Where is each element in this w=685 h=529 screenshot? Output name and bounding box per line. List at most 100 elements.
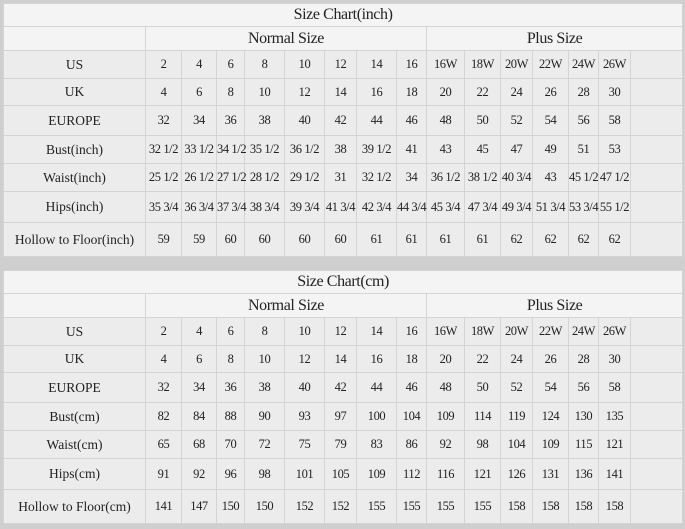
size-cell: 45 1/2 bbox=[568, 163, 599, 192]
table-row: US 2 4 6 8 10 12 14 16 16W 18W 20W 22W 24W 26W bbox=[3, 317, 684, 346]
empty-header-cell bbox=[3, 293, 146, 318]
size-cell: 97 bbox=[324, 402, 357, 431]
size-cell: 33 1/2 bbox=[181, 135, 217, 164]
size-cell: 96 bbox=[216, 458, 245, 490]
size-cell: 53 3/4 bbox=[568, 191, 599, 223]
size-cell: 62 bbox=[532, 222, 569, 257]
plus-size-header: Plus Size bbox=[425, 293, 684, 318]
size-cell: 93 bbox=[284, 402, 325, 431]
size-chart-cm-table: Size Chart(cm) Normal Size Plus Size US 2 4 6 8… bbox=[2, 270, 684, 524]
size-cell: 44 3/4 bbox=[396, 191, 427, 223]
size-cell: 41 bbox=[396, 135, 427, 164]
table-row: Waist(inch) 25 1/2 26 1/2 27 1/2 28 1/2 29 1/… bbox=[3, 163, 684, 192]
size-cell: 70 bbox=[216, 430, 245, 459]
empty-cell bbox=[629, 489, 684, 524]
size-cell: 83 bbox=[356, 430, 397, 459]
size-cell: 37 3/4 bbox=[216, 191, 247, 223]
size-cell: 49 bbox=[532, 135, 569, 164]
size-cell: 24 bbox=[500, 78, 533, 106]
size-cell: 34 bbox=[181, 372, 217, 403]
size-cell: 98 bbox=[464, 430, 501, 459]
size-cell: 31 bbox=[324, 163, 357, 192]
size-cell: 72 bbox=[244, 430, 285, 459]
size-cell: 22W bbox=[532, 317, 569, 346]
size-cell: 126 bbox=[500, 458, 533, 490]
size-cell: 61 bbox=[464, 222, 501, 257]
size-cell: 16 bbox=[396, 50, 427, 79]
size-cell: 8 bbox=[216, 345, 245, 373]
size-cell: 47 1/2 bbox=[598, 163, 631, 192]
table-row: Hips(cm) 91 92 96 98 101 105 109 112 116 121 126 131… bbox=[3, 458, 684, 490]
size-cell: 10 bbox=[244, 78, 285, 106]
size-cell: 10 bbox=[244, 345, 285, 373]
size-cell: 28 bbox=[568, 345, 599, 373]
size-cell: 10 bbox=[284, 317, 325, 346]
size-cell: 100 bbox=[356, 402, 397, 431]
size-cell: 114 bbox=[464, 402, 501, 431]
size-cell: 20W bbox=[500, 317, 533, 346]
size-cell: 92 bbox=[181, 458, 217, 490]
size-cell: 38 bbox=[244, 105, 285, 136]
size-cell: 75 bbox=[284, 430, 325, 459]
size-cell: 24 bbox=[500, 345, 533, 373]
size-cell: 61 bbox=[396, 222, 427, 257]
size-cell: 50 bbox=[464, 372, 501, 403]
size-cell: 82 bbox=[145, 402, 182, 431]
size-cell: 112 bbox=[396, 458, 427, 490]
size-cell: 51 3/4 bbox=[532, 191, 569, 223]
empty-cell bbox=[629, 163, 684, 192]
size-cell: 45 3/4 bbox=[426, 191, 465, 223]
size-cell: 79 bbox=[324, 430, 357, 459]
size-cell: 14 bbox=[324, 78, 357, 106]
size-cell: 60 bbox=[324, 222, 357, 257]
size-cell: 8 bbox=[216, 78, 245, 106]
table-row: US 2 4 6 8 10 12 14 16 16W 18W 20W 22W 24W 26W bbox=[3, 50, 684, 79]
size-cell: 52 bbox=[500, 105, 533, 136]
table-row: UK 4 6 8 10 12 14 16 18 20 22 24 26 28 30 bbox=[3, 78, 684, 106]
size-cell: 65 bbox=[145, 430, 182, 459]
size-cell: 104 bbox=[500, 430, 533, 459]
size-cell: 101 bbox=[284, 458, 325, 490]
size-cell: 152 bbox=[284, 489, 325, 524]
size-cell: 109 bbox=[426, 402, 465, 431]
size-cell: 6 bbox=[216, 317, 245, 346]
size-cell: 60 bbox=[244, 222, 285, 257]
size-cell: 14 bbox=[324, 345, 357, 373]
size-cell: 61 bbox=[426, 222, 465, 257]
size-cell: 16 bbox=[356, 78, 397, 106]
size-cell: 60 bbox=[284, 222, 325, 257]
empty-cell bbox=[629, 105, 684, 136]
size-cell: 42 bbox=[324, 372, 357, 403]
size-cell: 14 bbox=[356, 317, 397, 346]
size-cell: 4 bbox=[181, 50, 217, 79]
size-cell: 40 3/4 bbox=[500, 163, 533, 192]
size-cell: 44 bbox=[356, 372, 397, 403]
empty-cell bbox=[629, 458, 684, 490]
size-cell: 150 bbox=[216, 489, 245, 524]
size-cell: 20 bbox=[426, 78, 465, 106]
size-cell: 47 3/4 bbox=[464, 191, 501, 223]
size-cell: 38 3/4 bbox=[244, 191, 285, 223]
normal-size-header: Normal Size bbox=[145, 293, 427, 318]
size-cell: 109 bbox=[532, 430, 569, 459]
size-cell: 46 bbox=[396, 372, 427, 403]
size-cell: 42 bbox=[324, 105, 357, 136]
plus-size-header: Plus Size bbox=[425, 26, 684, 51]
row-label: Hollow to Floor(inch) bbox=[3, 222, 146, 257]
size-cell: 36 bbox=[216, 105, 245, 136]
size-cell: 39 3/4 bbox=[284, 191, 325, 223]
size-cell: 124 bbox=[532, 402, 569, 431]
size-cell: 22 bbox=[464, 78, 501, 106]
size-cell: 16W bbox=[426, 50, 465, 79]
size-cell: 121 bbox=[464, 458, 501, 490]
size-cell: 22W bbox=[532, 50, 569, 79]
size-cell: 6 bbox=[181, 78, 217, 106]
size-cell: 43 bbox=[426, 135, 465, 164]
size-cell: 20W bbox=[500, 50, 533, 79]
row-label: Bust(inch) bbox=[3, 135, 146, 164]
size-cell: 26 1/2 bbox=[181, 163, 217, 192]
size-cell: 62 bbox=[568, 222, 599, 257]
size-cell: 60 bbox=[216, 222, 245, 257]
size-cell: 91 bbox=[145, 458, 182, 490]
table-row: EUROPE 32 34 36 38 40 42 44 46 48 50 52 54 56 58 bbox=[3, 105, 684, 136]
